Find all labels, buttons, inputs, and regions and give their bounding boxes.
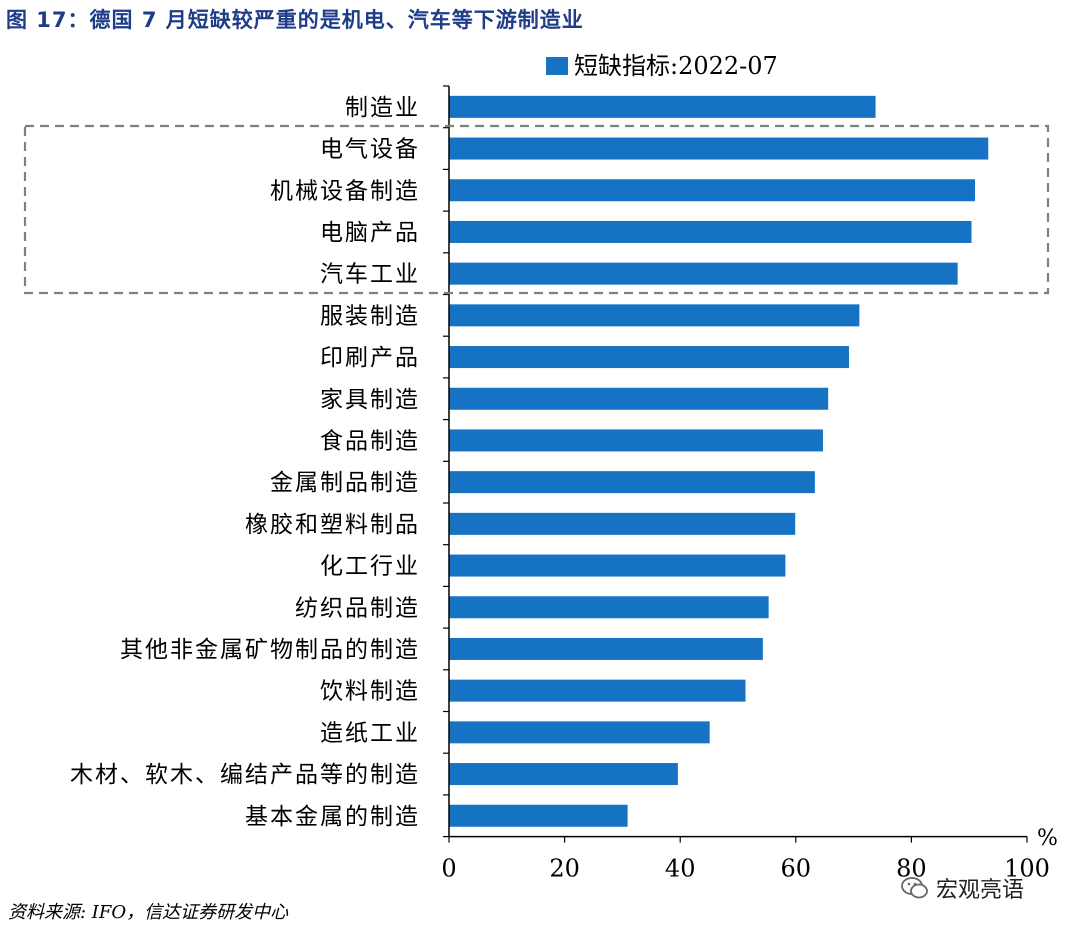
bar-17 xyxy=(449,763,678,786)
bar-4 xyxy=(449,220,972,243)
x-tick-label-0: 0 xyxy=(441,855,456,883)
legend-label: 短缺指标:2022-07 xyxy=(574,52,778,80)
figure-title: 图 17：德国 7 月短缺较严重的是机电、汽车等下游制造业 xyxy=(6,8,584,32)
category-label-10: 金属制品制造 xyxy=(270,470,420,496)
bars-group xyxy=(449,95,989,827)
x-axis-unit: % xyxy=(1037,826,1058,851)
bar-18 xyxy=(449,804,628,827)
highlight-box xyxy=(23,124,1050,295)
category-label-15: 饮料制造 xyxy=(320,679,420,705)
x-tick-label-100: 100 xyxy=(1004,855,1050,883)
category-label-7: 印刷产品 xyxy=(320,345,420,371)
category-label-6: 服装制造 xyxy=(320,303,420,329)
legend-swatch xyxy=(546,57,568,75)
legend: 短缺指标:2022-07 xyxy=(546,52,778,80)
category-label-12: 化工行业 xyxy=(320,554,420,580)
category-labels: 制造业电气设备机械设备制造电脑产品汽车工业服装制造印刷产品家具制造食品制造金属制… xyxy=(70,95,420,830)
category-label-1: 制造业 xyxy=(345,95,420,121)
category-label-16: 造纸工业 xyxy=(320,720,420,746)
category-label-13: 纺织品制造 xyxy=(295,595,420,621)
x-tick-label-20: 20 xyxy=(549,855,580,883)
x-tick-labels: 0 20 40 60 80 100 xyxy=(441,855,1050,883)
bar-12 xyxy=(449,554,786,577)
category-label-9: 食品制造 xyxy=(320,428,420,454)
watermark-text: 宏观亮语 xyxy=(936,878,1025,903)
bar-5 xyxy=(449,262,958,285)
bar-2 xyxy=(449,137,989,160)
bar-7 xyxy=(449,346,849,369)
bar-15 xyxy=(449,679,746,702)
category-label-14: 其他非金属矿物制品的制造 xyxy=(120,637,420,663)
category-label-2: 电气设备 xyxy=(320,137,420,163)
watermark: 宏观亮语 xyxy=(900,872,1024,904)
wechat-icon xyxy=(901,877,928,899)
category-label-11: 橡胶和塑料制品 xyxy=(245,512,420,538)
category-label-3: 机械设备制造 xyxy=(270,178,420,204)
bar-16 xyxy=(449,721,710,744)
category-label-8: 家具制造 xyxy=(320,387,420,413)
axes xyxy=(443,85,1028,843)
bar-1 xyxy=(449,95,876,118)
category-label-4: 电脑产品 xyxy=(320,220,420,246)
bar-3 xyxy=(449,179,975,202)
source-note: 资料来源: IFO，信达证券研发中心 xyxy=(8,902,289,923)
bar-6 xyxy=(449,304,860,327)
bar-9 xyxy=(449,429,823,452)
bar-14 xyxy=(449,637,763,660)
category-label-17: 木材、软木、编结产品等的制造 xyxy=(70,762,420,788)
bar-10 xyxy=(449,471,815,494)
category-label-18: 基本金属的制造 xyxy=(245,804,420,830)
category-label-5: 汽车工业 xyxy=(320,262,420,288)
x-tick-label-40: 40 xyxy=(665,855,696,883)
bar-8 xyxy=(449,387,829,410)
bar-11 xyxy=(449,512,796,535)
x-tick-label-60: 60 xyxy=(781,855,812,883)
bar-13 xyxy=(449,596,769,619)
